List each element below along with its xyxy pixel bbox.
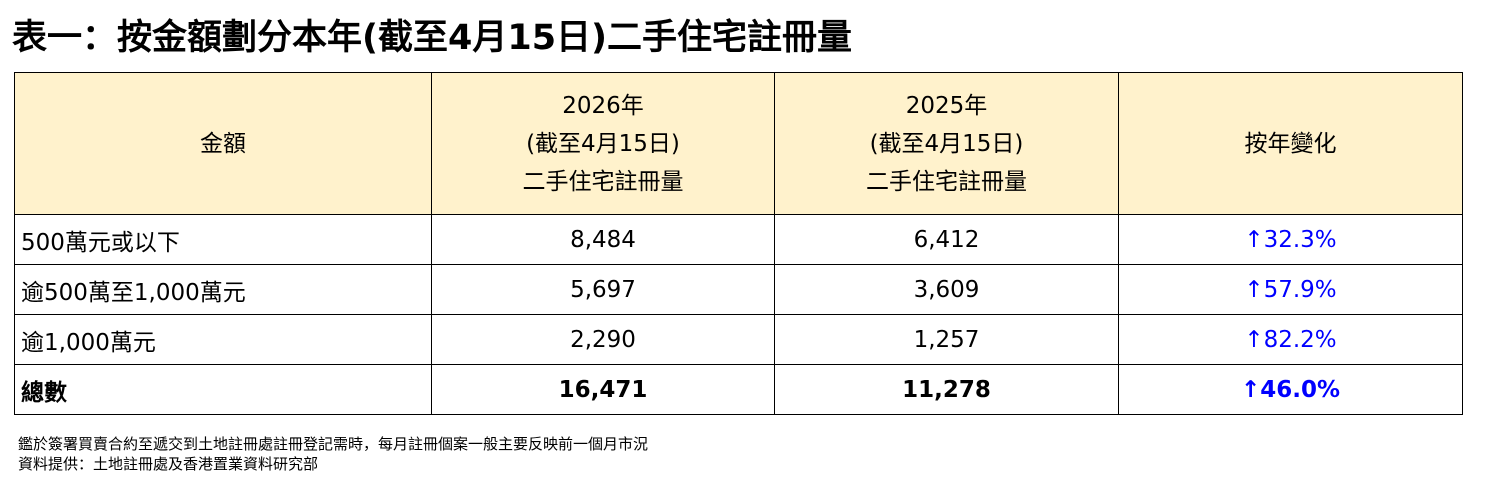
- header-amount: 金額: [14, 72, 432, 215]
- header-2026-year: 2026年: [562, 92, 644, 119]
- footnote-registration-lag: 鑑於簽署買賣合約至遞交到土地註冊處註冊登記需時，每月註冊個案一般主要反映前一個月…: [18, 435, 649, 453]
- header-amount-label: 金額: [200, 130, 246, 157]
- table-row: 500萬元或以下 8,484 6,412 ↑32.3%: [14, 214, 1463, 265]
- row-2026-value: 2,290: [431, 314, 775, 365]
- footnotes: 鑑於簽署買賣合約至遞交到土地註冊處註冊登記需時，每月註冊個案一般主要反映前一個月…: [18, 434, 648, 474]
- registration-table: 金額 2026年 (截至4月15日) 二手住宅註冊量 2025年 (截至4月15…: [14, 72, 1463, 415]
- row-label: 500萬元或以下: [14, 214, 432, 265]
- total-label: 總數: [14, 364, 432, 415]
- total-2025-value: 11,278: [774, 364, 1119, 415]
- header-2025-period: (截至4月15日): [869, 130, 1024, 157]
- header-2026-metric: 二手住宅註冊量: [522, 168, 684, 195]
- header-2026: 2026年 (截至4月15日) 二手住宅註冊量: [431, 72, 775, 215]
- page-title: 表一：按金額劃分本年(截至4月15日)二手住宅註冊量: [12, 18, 853, 58]
- table-total-row: 總數 16,471 11,278 ↑46.0%: [14, 364, 1463, 415]
- row-2025-value: 6,412: [774, 214, 1119, 265]
- row-yoy-change: ↑82.2%: [1118, 314, 1463, 365]
- row-2026-value: 5,697: [431, 264, 775, 315]
- header-2025-year: 2025年: [905, 92, 988, 119]
- total-yoy-change: ↑46.0%: [1118, 364, 1463, 415]
- row-label: 逾1,000萬元: [14, 314, 432, 365]
- header-change-label: 按年變化: [1244, 130, 1337, 157]
- table-header-row: 金額 2026年 (截至4月15日) 二手住宅註冊量 2025年 (截至4月15…: [14, 72, 1463, 215]
- row-yoy-change: ↑32.3%: [1118, 214, 1463, 265]
- row-yoy-change: ↑57.9%: [1118, 264, 1463, 315]
- table-row: 逾500萬至1,000萬元 5,697 3,609 ↑57.9%: [14, 264, 1463, 315]
- footnote-source: 資料提供：土地註冊處及香港置業資料研究部: [18, 455, 319, 473]
- row-2026-value: 8,484: [431, 214, 775, 265]
- header-change: 按年變化: [1118, 72, 1463, 215]
- header-2025-metric: 二手住宅註冊量: [866, 168, 1027, 195]
- header-2026-period: (截至4月15日): [526, 130, 680, 157]
- row-2025-value: 1,257: [774, 314, 1119, 365]
- table-row: 逾1,000萬元 2,290 1,257 ↑82.2%: [14, 314, 1463, 365]
- header-2025: 2025年 (截至4月15日) 二手住宅註冊量: [774, 72, 1119, 215]
- row-label: 逾500萬至1,000萬元: [14, 264, 432, 315]
- row-2025-value: 3,609: [774, 264, 1119, 315]
- total-2026-value: 16,471: [431, 364, 775, 415]
